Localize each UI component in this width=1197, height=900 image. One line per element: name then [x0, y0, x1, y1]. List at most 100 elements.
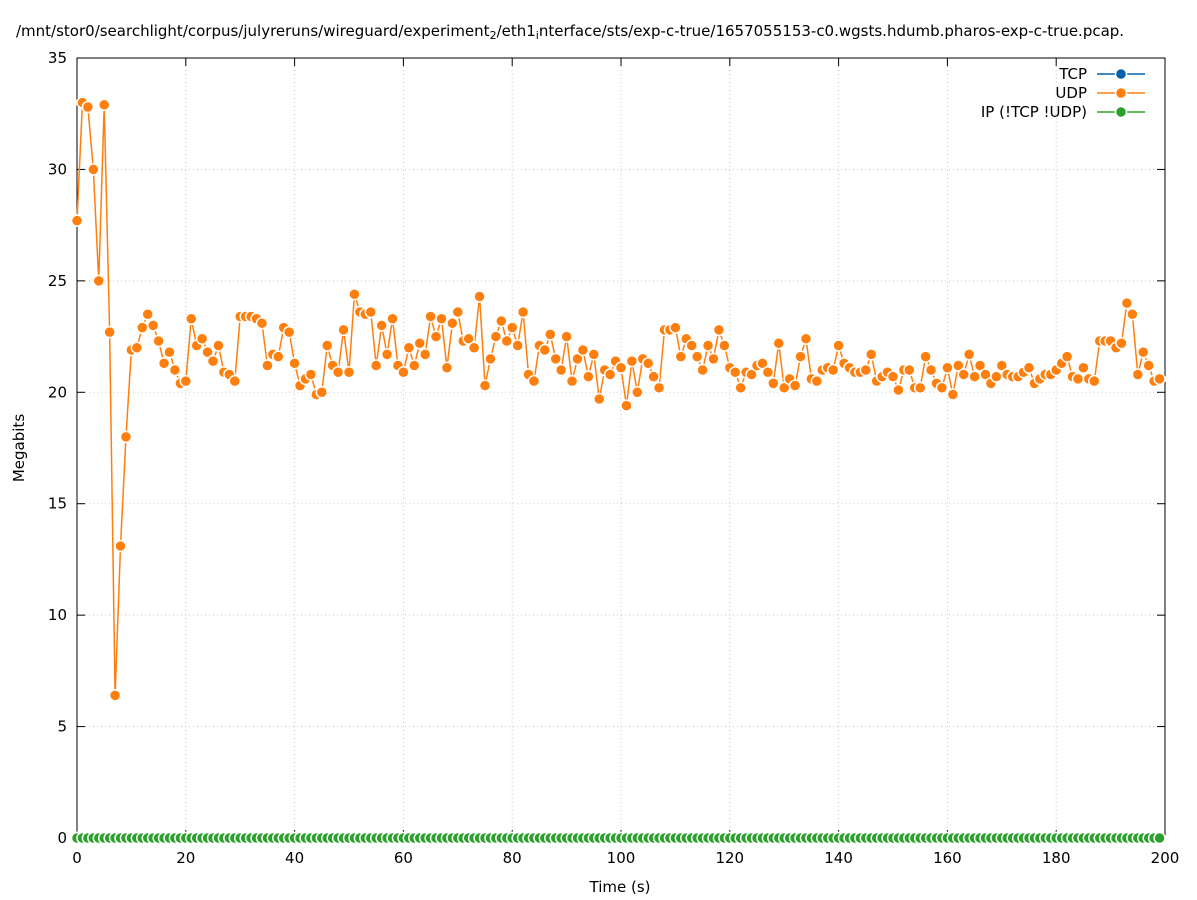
legend-marker — [1114, 86, 1128, 100]
data-point — [690, 350, 704, 363]
data-point — [685, 339, 698, 352]
data-point — [924, 363, 938, 377]
y-tick-label: 25 — [48, 272, 67, 290]
data-point — [527, 374, 541, 388]
data-point — [701, 339, 715, 352]
data-point — [603, 368, 617, 381]
data-point — [767, 377, 780, 390]
data-point — [864, 348, 878, 361]
data-point — [641, 357, 655, 370]
x-tick-label: 180 — [1042, 849, 1071, 867]
data-point — [418, 348, 432, 361]
data-point — [87, 163, 100, 176]
data-point — [397, 365, 410, 379]
data-point — [794, 350, 807, 363]
data-point — [451, 305, 465, 319]
data-point — [614, 361, 628, 375]
y-tick-label: 10 — [48, 606, 67, 624]
data-point — [320, 339, 334, 352]
data-point — [592, 392, 606, 406]
data-point — [799, 332, 813, 346]
data-point — [886, 370, 900, 383]
x-tick-label: 160 — [933, 849, 962, 867]
data-point — [408, 359, 421, 372]
data-point — [108, 689, 122, 702]
data-point — [549, 352, 562, 366]
title-subscript: i — [536, 29, 539, 42]
data-point — [315, 386, 329, 399]
data-point — [1120, 296, 1134, 310]
title-text: /eth1 — [497, 22, 536, 40]
legend-label: UDP — [1055, 84, 1087, 102]
data-point — [402, 341, 416, 354]
data-point — [582, 370, 595, 383]
data-point — [1077, 361, 1090, 375]
data-point — [674, 350, 688, 363]
data-point — [832, 339, 845, 352]
data-point — [565, 374, 579, 388]
data-point — [718, 339, 731, 352]
title-text: nterface/sts/exp-c-true/1657055153-c0.wg… — [539, 22, 1124, 40]
data-point — [179, 374, 193, 388]
data-point — [957, 368, 970, 381]
data-point — [81, 100, 95, 114]
data-point — [935, 381, 949, 395]
data-point — [631, 386, 644, 399]
data-point — [919, 350, 932, 363]
data-point — [696, 363, 709, 377]
data-point — [157, 357, 171, 370]
data-point — [386, 312, 399, 325]
data-point — [500, 334, 514, 348]
data-point — [413, 337, 426, 350]
y-axis-label: Megabits — [10, 414, 28, 482]
x-tick-label: 120 — [715, 849, 744, 867]
data-point — [990, 370, 1003, 383]
data-point — [288, 357, 301, 370]
data-point — [424, 310, 437, 323]
data-point — [625, 354, 639, 368]
data-point — [941, 361, 954, 375]
data-point — [587, 348, 601, 361]
data-point — [282, 325, 296, 339]
x-tick-label: 40 — [285, 849, 304, 867]
data-point — [446, 316, 459, 330]
chart-title: /mnt/stor0/searchlight/corpus/julyreruns… — [16, 22, 1124, 42]
data-point — [435, 312, 448, 325]
data-point — [973, 359, 987, 372]
data-point — [331, 365, 345, 379]
data-point — [369, 359, 383, 372]
data-point — [669, 321, 682, 334]
data-point — [1071, 372, 1085, 386]
data-point — [995, 359, 1009, 372]
x-tick-label: 60 — [394, 849, 413, 867]
data-point — [538, 343, 552, 357]
x-tick-label: 140 — [824, 849, 853, 867]
data-point — [429, 330, 443, 343]
data-point — [462, 332, 475, 346]
data-point — [788, 379, 802, 392]
data-point — [1060, 350, 1074, 363]
data-point — [70, 214, 84, 227]
data-point — [130, 341, 144, 354]
data-point — [968, 370, 981, 383]
data-point — [1126, 308, 1139, 321]
y-tick-label: 5 — [57, 718, 67, 736]
data-point — [511, 339, 524, 352]
data-point — [1131, 368, 1145, 381]
data-point — [195, 332, 209, 346]
data-point — [261, 359, 274, 372]
data-point — [489, 330, 503, 343]
legend-marker — [1114, 67, 1128, 81]
data-point — [201, 345, 214, 359]
data-point — [946, 388, 960, 401]
x-tick-label: 0 — [72, 849, 82, 867]
data-point — [903, 363, 916, 377]
x-axis-label: Time (s) — [589, 878, 651, 896]
data-point — [136, 321, 149, 334]
data-point — [516, 305, 530, 319]
y-tick-label: 15 — [48, 495, 67, 513]
data-point — [206, 354, 220, 368]
data-point — [255, 316, 269, 330]
